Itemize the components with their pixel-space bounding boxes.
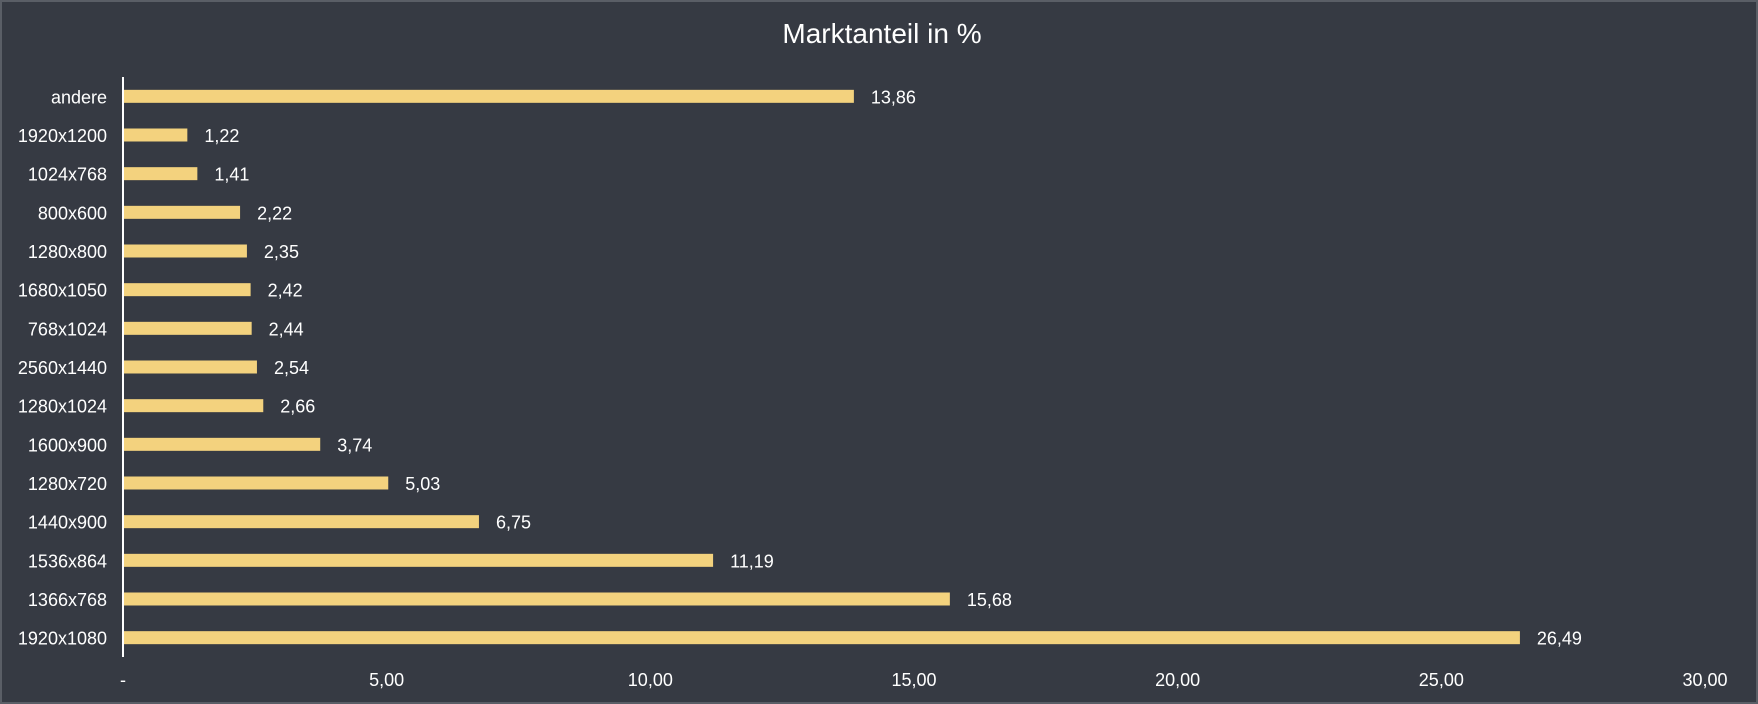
value-label-768x1024: 2,44 <box>269 319 304 339</box>
x-tick-label: - <box>120 670 126 690</box>
x-tick-label: 10,00 <box>628 670 673 690</box>
value-label-1920x1080: 26,49 <box>1537 629 1582 649</box>
category-label-1920x1080: 1920x1080 <box>18 629 107 649</box>
category-label-andere: andere <box>51 87 107 107</box>
x-tick-label: 30,00 <box>1682 670 1727 690</box>
value-label-800x600: 2,22 <box>257 203 292 223</box>
category-label-1440x900: 1440x900 <box>28 513 107 533</box>
value-label-1680x1050: 2,42 <box>268 281 303 301</box>
category-label-1280x1024: 1280x1024 <box>18 397 107 417</box>
category-label-768x1024: 768x1024 <box>28 319 107 339</box>
chart-title: Marktanteil in % <box>782 18 981 49</box>
value-label-1536x864: 11,19 <box>730 551 774 571</box>
x-tick-label: 25,00 <box>1419 670 1464 690</box>
category-label-1366x768: 1366x768 <box>28 590 107 610</box>
value-label-1280x1024: 2,66 <box>280 397 315 417</box>
bar-1280x1024 <box>123 399 264 413</box>
value-label-1366x768: 15,68 <box>967 590 1012 610</box>
category-label-1280x800: 1280x800 <box>28 242 107 262</box>
bar-1920x1200 <box>123 128 188 142</box>
category-label-1536x864: 1536x864 <box>28 551 107 571</box>
bar-1440x900 <box>123 515 479 529</box>
category-label-1920x1200: 1920x1200 <box>18 126 107 146</box>
value-label-1024x768: 1,41 <box>214 165 249 185</box>
bar-andere <box>123 89 854 103</box>
bar-1680x1050 <box>123 283 251 297</box>
value-labels-group: 26,49 15,68 11,19 6,75 5,03 3,74 2,66 2,54 2,44 2… <box>204 87 1582 648</box>
category-label-1600x900: 1600x900 <box>28 435 107 455</box>
category-label-1680x1050: 1680x1050 <box>18 281 107 301</box>
value-label-andere: 13,86 <box>871 87 916 107</box>
x-tick-label: 20,00 <box>1155 670 1200 690</box>
category-labels-group: 1920x1080 1366x768 1536x864 1440x900 1280x72… <box>18 87 107 648</box>
category-label-2560x1440: 2560x1440 <box>18 358 107 378</box>
x-tick-label: 15,00 <box>891 670 936 690</box>
bar-1600x900 <box>123 437 321 451</box>
bar-1536x864 <box>123 553 714 567</box>
x-tick-labels-group: - 5,00 10,00 15,00 20,00 25,00 30,00 <box>120 670 1728 690</box>
value-label-1280x720: 5,03 <box>405 474 440 494</box>
bar-1280x720 <box>123 476 389 490</box>
bar-1024x768 <box>123 167 198 181</box>
value-label-1440x900: 6,75 <box>496 513 531 533</box>
bar-800x600 <box>123 205 241 219</box>
value-label-1600x900: 3,74 <box>337 435 372 455</box>
category-label-800x600: 800x600 <box>38 203 107 223</box>
value-label-2560x1440: 2,54 <box>274 358 309 378</box>
bars-group <box>123 89 1520 645</box>
category-label-1024x768: 1024x768 <box>28 165 107 185</box>
value-label-1280x800: 2,35 <box>264 242 299 262</box>
bar-1280x800 <box>123 244 247 258</box>
bar-1920x1080 <box>123 631 1520 645</box>
bar-768x1024 <box>123 321 252 335</box>
value-label-1920x1200: 1,22 <box>204 126 239 146</box>
x-tick-label: 5,00 <box>369 670 404 690</box>
category-label-1280x720: 1280x720 <box>28 474 107 494</box>
bar-2560x1440 <box>123 360 257 374</box>
bar-1366x768 <box>123 592 950 606</box>
